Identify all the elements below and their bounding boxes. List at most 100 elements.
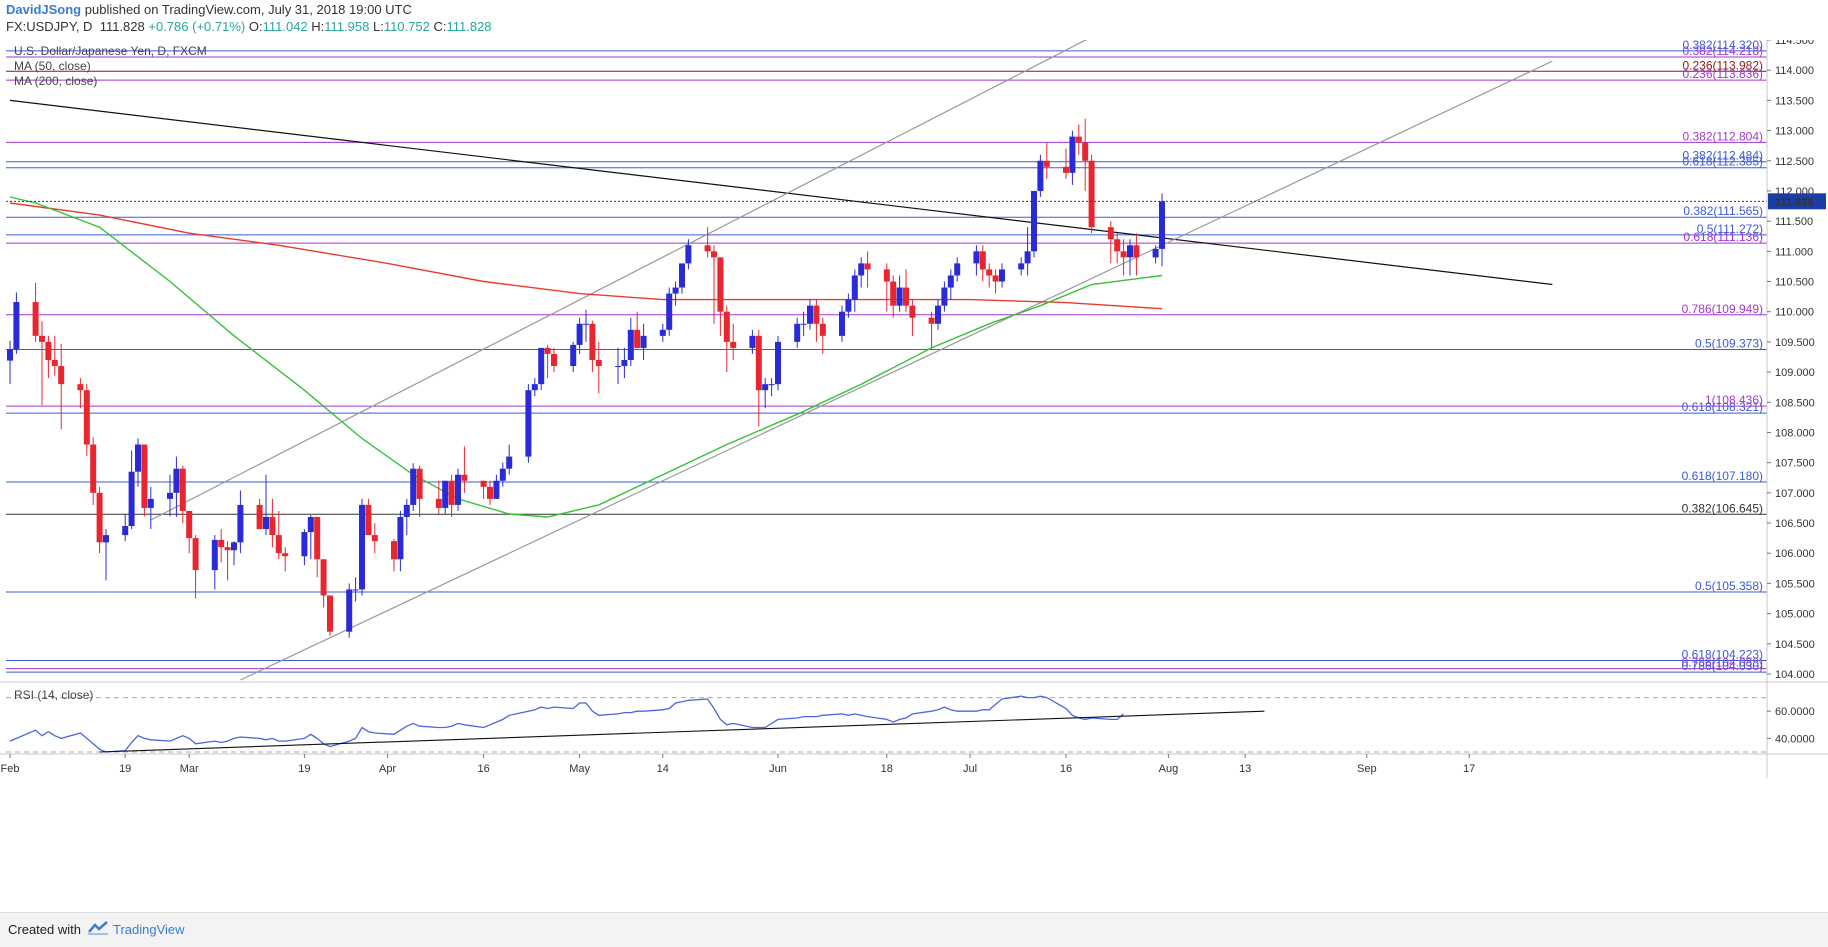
candle (448, 474, 455, 517)
candle-body (903, 287, 909, 306)
candle-body (1018, 263, 1025, 270)
x-tick-label: Aug (1159, 763, 1179, 775)
candle-body (135, 444, 141, 472)
candle-body (800, 323, 807, 325)
candle-body (807, 305, 813, 324)
candle-body (506, 456, 513, 469)
low-value: 110.752 (383, 19, 430, 34)
candle (51, 335, 58, 376)
candle-body (839, 311, 845, 336)
price-chart[interactable]: 0.382(114.320)0.382(114.218)0.236(113.98… (0, 40, 1828, 912)
y-tick-label: 108.500 (1775, 397, 1815, 409)
candle (307, 515, 314, 560)
y-tick-label: 110.000 (1775, 307, 1814, 319)
candle (903, 269, 909, 312)
candle-body (813, 305, 820, 324)
trendline-channel-upper (150, 40, 1088, 521)
candle-body (851, 275, 858, 300)
candle-body (51, 360, 58, 367)
candle-body (883, 269, 890, 282)
y-tick-label: 104.000 (1775, 669, 1815, 681)
candle-body (211, 539, 218, 571)
candle (775, 335, 781, 391)
y-tick-label: 111.000 (1775, 246, 1813, 258)
candle-body (461, 474, 468, 481)
candle (621, 347, 628, 379)
candle-body (7, 349, 13, 361)
candle (455, 468, 461, 511)
candle-body (704, 245, 711, 252)
candle (90, 437, 97, 505)
fib-level-label: 0.618(112.385) (1682, 155, 1763, 169)
fib-level-label: 0.382(112.484) (1682, 149, 1763, 163)
fib-level-label: 0.5(111.272) (1697, 222, 1763, 236)
price-pane: 0.382(114.320)0.382(114.218)0.236(113.98… (6, 40, 1767, 681)
candle-body (147, 498, 154, 508)
candle (1075, 124, 1082, 155)
candle-body (775, 341, 781, 385)
candle (320, 559, 327, 608)
candle (275, 510, 282, 560)
candle (403, 498, 410, 536)
candle (45, 335, 52, 379)
candle (525, 384, 532, 463)
fib-level-label: 0.618(104.223) (1682, 647, 1763, 661)
candle (1114, 233, 1121, 264)
candle-body (1152, 248, 1159, 258)
x-tick-label: May (569, 763, 590, 775)
candle-body (263, 516, 269, 530)
candle-body (141, 444, 148, 508)
candle (935, 299, 941, 330)
y-tick-label: 106.500 (1775, 518, 1815, 530)
candle-body (224, 547, 231, 551)
candle-body (583, 323, 589, 325)
candle (589, 320, 596, 373)
x-tick-label: 18 (881, 763, 893, 775)
tradingview-logo-icon[interactable] (87, 920, 109, 936)
candle-body (173, 468, 180, 493)
candle-body (1075, 136, 1082, 143)
created-with-text: Created with (8, 922, 81, 937)
last-price: 111.828 (99, 19, 145, 34)
candle (135, 438, 141, 487)
candle (819, 317, 826, 354)
candle (954, 257, 961, 282)
candle (192, 535, 199, 599)
axes: 104.000 104.500 105.000 105.500 106.000 106.5… (0, 40, 1828, 778)
candle (1088, 154, 1095, 234)
candle (103, 529, 109, 581)
candle (365, 498, 372, 536)
candle-body (327, 595, 333, 632)
candle (314, 516, 321, 578)
y-tick-label: 105.500 (1775, 578, 1815, 590)
candle (1018, 257, 1025, 276)
x-tick-label: Mar (180, 763, 199, 775)
rsi-tick-label: 60.0000 (1775, 706, 1815, 718)
candle (551, 347, 557, 373)
candle-body (954, 263, 961, 276)
candle-body (186, 510, 193, 539)
candle-body (896, 287, 903, 306)
candle-body (1082, 142, 1089, 161)
candle (13, 292, 20, 354)
last-price-label: 111.828 (1775, 196, 1814, 208)
price-legend-item: MA (200, close) (14, 74, 97, 88)
candle-body (947, 275, 954, 288)
author-name[interactable]: DavidJSong (6, 2, 82, 17)
candle (813, 299, 820, 342)
candle (679, 263, 685, 294)
x-tick-label: Feb (1, 763, 20, 775)
candle-body (979, 251, 986, 270)
tradingview-brand[interactable]: TradingView (113, 922, 185, 937)
candle-body (627, 329, 634, 360)
candle-body (755, 335, 762, 391)
candle-body (679, 263, 685, 288)
candle-body (269, 516, 276, 536)
candle (839, 305, 845, 342)
candle-body (320, 559, 327, 596)
candle-body (999, 269, 1005, 282)
candle (77, 378, 84, 409)
candle (717, 257, 724, 336)
candle (1133, 233, 1140, 276)
candle-body (595, 360, 602, 367)
